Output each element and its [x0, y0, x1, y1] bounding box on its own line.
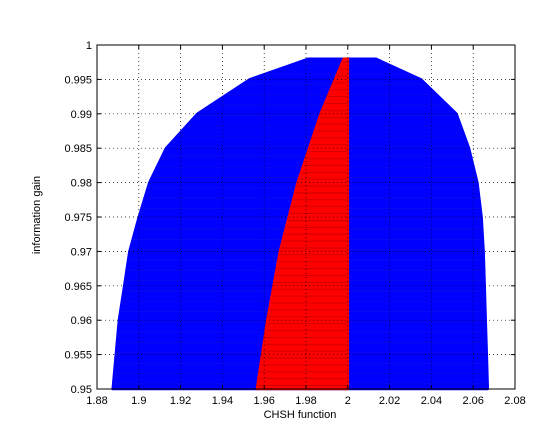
series-2-region	[255, 57, 350, 391]
x-tick-label: 2.06	[462, 395, 483, 407]
x-tick-label: 2	[345, 395, 351, 407]
y-tick-label: 0.995	[64, 74, 92, 86]
axis-layer: 1.88 1.9 1.92 1.94 1.96 1.98 2 2.02 2.04 2.06 2.08…	[64, 40, 525, 407]
data-layer	[111, 57, 490, 391]
x-axis-label: CHSH function	[264, 409, 337, 421]
x-tick-label: 1.98	[295, 395, 316, 407]
grid-layer	[97, 45, 515, 389]
x-tick-label: 1.96	[253, 395, 274, 407]
x-tick-label: 2.08	[504, 395, 525, 407]
y-tick-label: 0.955	[64, 350, 92, 362]
x-tick-label: 1.94	[212, 395, 233, 407]
y-tick-label: 0.975	[64, 212, 92, 224]
series-2-points	[255, 57, 350, 391]
y-tick-label: 1	[86, 40, 92, 52]
y-tick-label: 0.965	[64, 281, 92, 293]
y-axis-label: information gain	[31, 176, 43, 254]
x-tick-label: 2.04	[421, 395, 442, 407]
y-tick-label: 0.96	[71, 315, 92, 327]
x-tick-label: 1.88	[86, 395, 107, 407]
y-tick-label: 0.99	[71, 109, 92, 121]
y-tick-label: 0.95	[71, 384, 92, 396]
y-tick-label: 0.98	[71, 178, 92, 190]
x-tick-label: 1.9	[131, 395, 146, 407]
x-tick-label: 1.92	[170, 395, 191, 407]
y-tick-label: 0.97	[71, 246, 92, 258]
y-tick-label: 0.985	[64, 143, 92, 155]
x-tick-label: 2.02	[379, 395, 400, 407]
